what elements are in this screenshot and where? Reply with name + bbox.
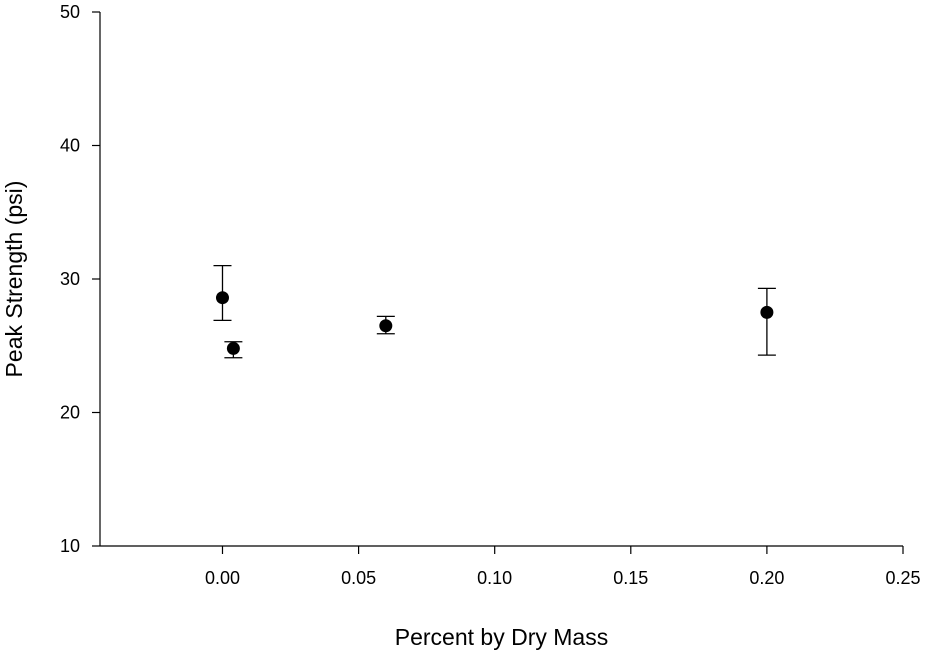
x-tick-label: 0.20 [749, 568, 784, 588]
x-tick-label: 0.05 [341, 568, 376, 588]
x-tick-label: 0.10 [477, 568, 512, 588]
y-axis-title: Peak Strength (psi) [1, 181, 27, 378]
y-tick-label: 50 [60, 2, 80, 22]
y-tick-label: 30 [60, 269, 80, 289]
data-point [226, 341, 240, 355]
x-axis-title: Percent by Dry Mass [395, 624, 608, 650]
x-axis: 0.00 0.05 0.10 0.15 0.20 0.25 [100, 545, 921, 588]
y-axis: 10 20 30 40 50 [60, 2, 101, 556]
error-bars [213, 264, 776, 359]
data-point [215, 291, 229, 305]
x-tick-label: 0.15 [613, 568, 648, 588]
data-points [215, 291, 774, 355]
y-tick-label: 20 [60, 403, 80, 423]
x-tick-label: 0.00 [205, 568, 240, 588]
data-point [760, 305, 774, 319]
data-point [379, 319, 393, 333]
y-tick-label: 40 [60, 136, 80, 156]
x-tick-label: 0.25 [885, 568, 920, 588]
y-tick-label: 10 [60, 536, 80, 556]
